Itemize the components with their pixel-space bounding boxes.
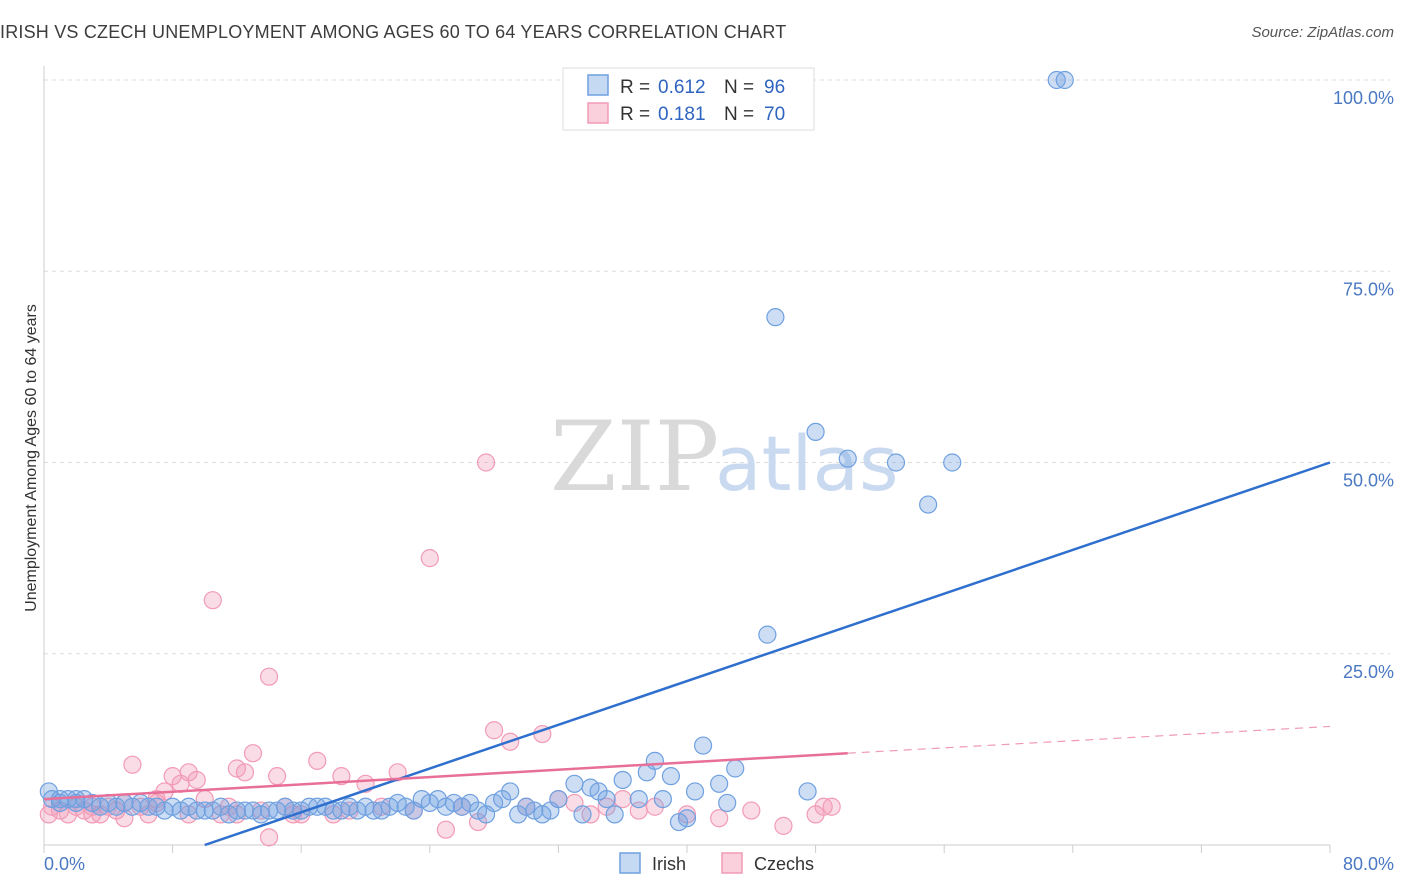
irish-point (1055, 70, 1074, 90)
irish-point (718, 793, 737, 813)
irish-point (629, 789, 648, 809)
legend-czech-r-label: R = (620, 104, 650, 125)
legend-czech-r-value: 0.181 (658, 104, 706, 125)
irish-point (758, 625, 777, 644)
legend-irish-n-value: 96 (764, 77, 785, 98)
irish-point (710, 774, 729, 793)
irish-point (565, 774, 584, 793)
irish-point (726, 759, 745, 778)
y-tick-label-3: 100.0% (1333, 88, 1394, 108)
irish-point (677, 809, 697, 828)
legend-irish-swatch (587, 74, 609, 96)
czech-point (203, 591, 222, 610)
bottom-legend-czech-swatch (721, 852, 743, 874)
czech-point (308, 751, 327, 770)
legend-irish-r-value: 0.612 (658, 77, 706, 98)
czech-point (243, 744, 263, 763)
chart-title: IRISH VS CZECH UNEMPLOYMENT AMONG AGES 6… (0, 22, 787, 42)
irish-point (693, 736, 713, 755)
bottom-legend-czech-label: Czechs (754, 854, 814, 874)
irish-point (597, 789, 616, 809)
czech-point (187, 770, 206, 790)
irish-point (613, 770, 632, 790)
irish-point (766, 308, 785, 327)
legend-irish-r-label: R = (620, 77, 650, 98)
trend-lines (43, 461, 1331, 847)
axes (43, 66, 1331, 853)
czech-point (613, 789, 632, 809)
legend-irish-n-label: N = (724, 77, 754, 98)
y-tick-label-1: 50.0% (1343, 471, 1394, 491)
tick-labels: 25.0% 50.0% 75.0% 100.0% 0.0% 80.0% (44, 88, 1394, 874)
legend-czech-swatch (587, 102, 609, 124)
source-label: Source: ZipAtlas.com (1251, 24, 1394, 41)
y-axis-label: Unemployment Among Ages 60 to 64 years (23, 304, 40, 612)
czech-point (332, 767, 351, 786)
bottom-legend-irish-swatch (619, 852, 641, 874)
series-legend: Irish Czechs (619, 852, 814, 874)
bottom-legend-irish-label: Irish (652, 854, 686, 874)
irish-trend-line (204, 461, 1331, 847)
czech-point (388, 763, 407, 782)
czech-point (267, 767, 287, 786)
czech-trend-line (43, 751, 848, 801)
x-tick-label-1: 80.0% (1343, 854, 1394, 874)
irish-point (685, 782, 705, 801)
irish-point (919, 495, 938, 514)
czech-point (259, 667, 279, 686)
irish-point (573, 805, 592, 824)
czech-point (822, 797, 841, 816)
irish-point (67, 789, 86, 809)
czech-point (742, 801, 761, 820)
irish-point (806, 422, 825, 441)
watermark-zip: ZIP (550, 401, 719, 513)
irish-point (661, 767, 681, 786)
czech-point (710, 809, 729, 828)
czech-point (123, 755, 142, 774)
irish-point (943, 453, 962, 472)
grid-lines (44, 79, 1390, 655)
czech-point (485, 721, 504, 740)
irish-point (549, 789, 568, 809)
irish-point (605, 805, 624, 824)
czech-point (235, 763, 255, 782)
irish-point (653, 789, 672, 809)
czech-point (774, 816, 793, 835)
czech-point (259, 828, 279, 847)
irish-points (39, 70, 1074, 832)
legend-czech-n-value: 70 (764, 104, 785, 125)
czech-trend-extension (847, 725, 1331, 754)
y-tick-label-2: 75.0% (1343, 279, 1394, 299)
irish-point (886, 453, 906, 472)
irish-point (501, 782, 520, 801)
irish-point (645, 751, 664, 770)
legend-czech-n-label: N = (724, 104, 754, 125)
czech-point (476, 453, 496, 472)
watermark: ZIP atlas (550, 401, 899, 513)
irish-point (838, 449, 857, 468)
correlation-legend: R = 0.612 N = 96 R = 0.181 N = 70 (562, 67, 815, 131)
irish-point (798, 782, 817, 801)
czech-point (420, 549, 439, 568)
czech-point (436, 820, 455, 839)
y-tick-label-0: 25.0% (1343, 662, 1394, 682)
x-tick-label-0: 0.0% (44, 854, 85, 874)
